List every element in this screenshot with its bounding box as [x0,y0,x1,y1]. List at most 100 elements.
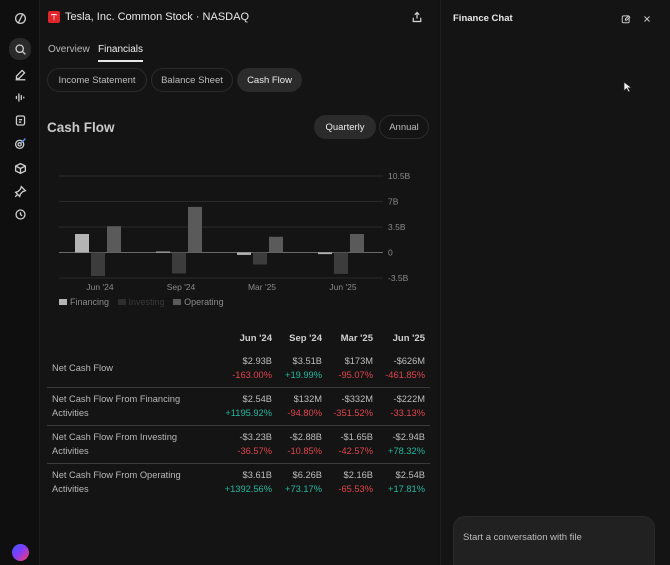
document-icon[interactable] [10,110,30,130]
table-row: Net Cash Flow $2.93B -163.00% $3.51B +19.99%… [47,350,430,388]
cell-value: -$2.94B [392,432,425,442]
annual-toggle[interactable]: Annual [379,115,429,139]
row-label: Net Cash Flow From Operating Activities [52,470,181,494]
table-row: Net Cash Flow From Investing Activities -… [47,426,430,464]
tab-overview[interactable]: Overview [48,44,90,55]
finance-chat-panel: Finance Chat Start a conversation with f… [440,0,670,565]
legend-operating-label: Operating [184,297,224,307]
tesla-logo-icon [48,11,60,23]
chart-legend: Financing Investing Operating [59,297,230,307]
close-icon[interactable] [642,11,654,23]
bar-financing[interactable] [156,251,170,253]
tab-cash-flow[interactable]: Cash Flow [237,68,302,92]
table-row: Net Cash Flow From Financing Activities $… [47,388,430,426]
legend-operating[interactable]: Operating [173,297,224,307]
cell-value: $2.54B [242,394,272,404]
legend-investing[interactable]: Investing [117,297,165,307]
bar-operating[interactable] [350,233,364,253]
cash-flow-chart: 10.5B 7B 3.5B 0 -3.5B Jun '24 Sep '24 Mar '25 Ju… [40,168,438,318]
cell-value: -$626M [393,356,425,366]
y-tick-label: 0 [388,248,393,258]
tab-balance-sheet[interactable]: Balance Sheet [151,68,233,92]
legend-operating-swatch [173,299,182,305]
cell-value: -$222M [393,394,425,404]
table-cell: $6.26B +73.17% [252,468,322,496]
pin-icon[interactable] [10,181,30,201]
cell-value: $132M [293,394,322,404]
table-cell: $2.54B +17.81% [355,468,425,496]
x-tick-label: Mar '25 [248,282,276,292]
table-cell: $2.54B +1195.92% [202,392,272,420]
y-tick-label: -3.5B [388,273,409,283]
bar-financing[interactable] [318,252,332,255]
bar-investing[interactable] [91,252,105,277]
table-row: Net Cash Flow From Operating Activities $… [47,464,430,502]
cell-value: $2.93B [242,356,272,366]
waveform-icon[interactable] [10,87,30,107]
cell-value: $3.51B [292,356,322,366]
cell-change: +19.99% [285,370,322,380]
cell-change: -94.80% [287,408,322,418]
table-cell: $132M -94.80% [252,392,322,420]
mouse-cursor-icon [623,81,633,93]
column-header: Mar '25 [340,333,373,344]
cell-change: -163.00% [232,370,272,380]
cell-value: -$2.88B [289,432,322,442]
column-header: Jun '24 [239,333,272,344]
table-cell: -$2.94B +78.32% [355,430,425,458]
cell-change: -42.57% [338,446,373,456]
history-icon[interactable] [10,204,30,224]
column-header: Sep '24 [289,333,322,344]
table-cell: -$1.65B -42.57% [303,430,373,458]
cell-change: -10.85% [287,446,322,456]
share-icon[interactable] [411,10,425,24]
cell-change: +17.81% [388,484,425,494]
compose-icon[interactable] [10,64,30,84]
table-cell: -$222M -33.13% [355,392,425,420]
active-tab-indicator [98,60,143,62]
cell-change: +78.32% [388,446,425,456]
cell-change: -461.85% [385,370,425,380]
legend-investing-swatch [117,299,126,305]
table-cell: $2.16B -65.53% [303,468,373,496]
cube-icon[interactable] [10,158,30,178]
table-cell: $3.51B +19.99% [252,354,322,382]
bar-operating[interactable] [269,236,283,253]
bar-investing[interactable] [253,252,267,265]
main-panel: Tesla, Inc. Common Stock · NASDAQ Overvi… [40,0,438,565]
cell-change: -36.57% [237,446,272,456]
new-chat-icon[interactable] [621,11,633,24]
legend-investing-label: Investing [128,297,165,307]
y-tick-label: 3.5B [388,222,406,232]
cash-flow-table: Jun '24 Sep '24 Mar '25 Jun '25 Net Cash… [47,326,430,502]
bar-investing[interactable] [334,252,348,274]
avatar[interactable] [12,544,29,561]
legend-financing[interactable]: Financing [59,297,109,307]
bar-operating[interactable] [107,226,121,253]
bar-investing[interactable] [172,252,186,274]
table-cell: $2.93B -163.00% [202,354,272,382]
target-icon[interactable] [10,133,30,153]
legend-financing-swatch [59,299,67,305]
cell-change: -33.13% [390,408,425,418]
cell-value: -$332M [341,394,373,404]
quarterly-toggle[interactable]: Quarterly [314,115,376,139]
cell-change: -351.52% [333,408,373,418]
bar-operating[interactable] [188,206,202,253]
bar-financing[interactable] [237,252,251,255]
tab-income-statement[interactable]: Income Statement [47,68,147,92]
finance-chat-title: Finance Chat [453,13,513,24]
chat-input[interactable]: Start a conversation with file [453,516,655,565]
cell-change: +1392.56% [224,484,272,494]
tab-financials[interactable]: Financials [98,44,144,55]
app-logo-icon[interactable] [10,8,30,28]
cell-value: $173M [344,356,373,366]
search-icon[interactable] [9,38,31,60]
y-tick-label: 7B [388,197,399,207]
chat-input-placeholder: Start a conversation with file [463,532,582,543]
column-header: Jun '25 [392,333,425,344]
cell-value: $6.26B [292,470,322,480]
table-cell: $173M -95.07% [303,354,373,382]
cell-value: $2.54B [395,470,425,480]
bar-financing[interactable] [75,233,89,253]
